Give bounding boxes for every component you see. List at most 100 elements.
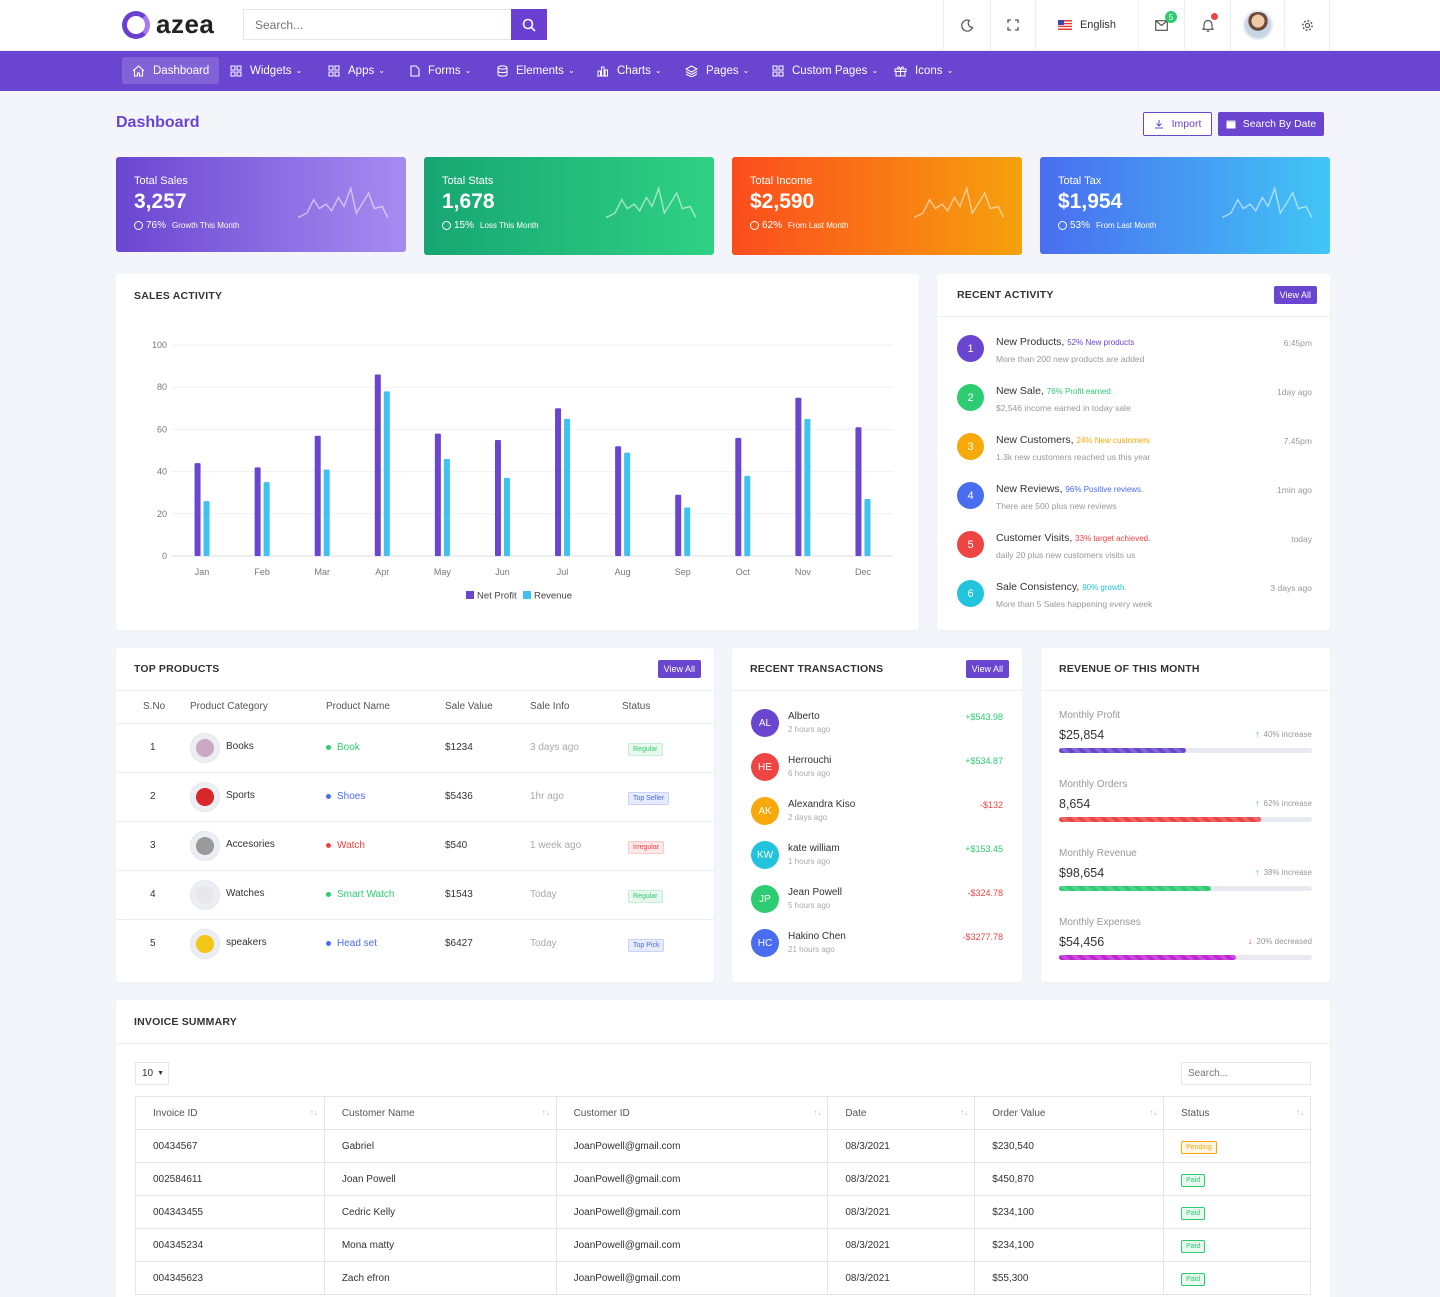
nav-icons[interactable]: Icons ⌄ [884,57,963,84]
sort-icon[interactable]: ↑↓ [1149,1108,1158,1117]
bar-revenue-apr[interactable] [383,391,390,556]
product-name[interactable]: Shoes [326,791,365,802]
search-input[interactable] [243,9,511,40]
transaction-name[interactable]: Hakino Chen [788,931,846,942]
transaction-name[interactable]: Alexandra Kiso [788,799,856,810]
stat-subtext: 76% Growth This Month [134,220,388,231]
stat-note: Growth This Month [172,221,240,230]
bar-net-profit-may[interactable] [434,433,441,556]
transaction-time: 21 hours ago [788,945,835,954]
view-all-button[interactable]: View All [657,660,701,678]
fullscreen-button[interactable] [990,0,1035,50]
bar-net-profit-jun[interactable] [494,439,501,556]
sort-icon[interactable]: ↑↓ [813,1108,822,1117]
product-name[interactable]: Smart Watch [326,889,394,900]
activity-title[interactable]: New Reviews, 96% Positive reviews. [996,483,1143,495]
notifications-button[interactable] [1184,0,1230,50]
transaction-name[interactable]: kate william [788,843,840,854]
activity-title[interactable]: New Customers, 24% New customers [996,434,1150,446]
sales-chart: 0 20 40 60 80 100 Jan Feb Mar Apr May Jun Jul Aug Sep O… [152,340,893,602]
activity-number-badge: 6 [957,580,984,607]
stat-card: Total Sales 3,257 76% Growth This Month [116,157,406,252]
bar-revenue-jun[interactable] [503,477,510,556]
settings-button[interactable] [1284,0,1330,50]
bar-net-profit-sep[interactable] [675,494,682,556]
bar-net-profit-jan[interactable] [194,463,201,556]
view-all-button[interactable]: View All [965,660,1009,678]
transaction-name[interactable]: Herrouchi [788,755,832,766]
nav-dashboard[interactable]: Dashboard [122,57,220,84]
invoice-column-header[interactable]: Date ↑↓ [827,1096,976,1130]
language-selector[interactable]: English [1035,0,1138,50]
bar-revenue-sep[interactable] [684,507,691,556]
invoice-column-header[interactable]: Invoice ID ↑↓ [135,1096,325,1130]
profile-menu[interactable] [1230,0,1284,50]
product-name[interactable]: Watch [326,840,365,851]
bar-net-profit-aug[interactable] [615,446,622,556]
activity-title[interactable]: New Sale, 76% Profit earned. [996,385,1113,397]
bar-revenue-aug[interactable] [624,452,631,556]
sort-icon[interactable]: ↑↓ [960,1108,969,1117]
nav-widgets[interactable]: Widgets ⌄ [220,57,312,84]
activity-title[interactable]: New Products, 52% New products [996,336,1134,348]
column-header-label: Customer Name [341,1107,415,1119]
dark-mode-toggle[interactable] [943,0,990,50]
bar-revenue-oct[interactable] [744,475,751,556]
bar-revenue-jul[interactable] [564,418,571,556]
bar-net-profit-apr[interactable] [374,374,381,556]
bar-net-profit-nov[interactable] [795,397,802,556]
bar-revenue-feb[interactable] [263,482,270,556]
nav-pages[interactable]: Pages ⌄ [675,57,759,84]
column-header[interactable]: S.No [143,701,166,712]
logo[interactable]: azea [122,9,214,40]
invoice-column-header[interactable]: Customer Name ↑↓ [323,1096,557,1130]
nav-apps[interactable]: Apps ⌄ [318,57,395,84]
bar-revenue-dec[interactable] [864,499,871,556]
import-button[interactable]: Import [1143,112,1212,136]
legend-label[interactable]: Net Profit [477,591,517,602]
search-by-date-button[interactable]: Search By Date [1218,112,1324,136]
column-header[interactable]: Product Name [326,701,390,712]
messages-button[interactable]: 5 [1138,0,1184,50]
nav-elements[interactable]: Elements ⌄ [487,57,585,84]
view-all-button[interactable]: View All [1273,286,1317,304]
recent-activity-card: RECENT ACTIVITY View All 1 New Products, … [937,274,1330,630]
nav-charts[interactable]: Charts ⌄ [586,57,672,84]
revenue-card: REVENUE OF THIS MONTH Monthly Profit $25,… [1041,648,1330,982]
product-name[interactable]: Book [326,742,360,753]
bar-net-profit-oct[interactable] [735,437,742,556]
sort-icon[interactable]: ↑↓ [1296,1108,1304,1117]
page-size-select[interactable]: 10 ▼ [135,1062,169,1085]
bar-net-profit-jul[interactable] [555,408,562,556]
bar-revenue-jan[interactable] [203,501,210,556]
activity-title-text: New Reviews, [996,483,1063,495]
bar-net-profit-dec[interactable] [855,427,862,556]
column-header[interactable]: Status [622,701,651,712]
sort-icon[interactable]: ↑↓ [309,1108,318,1117]
product-name[interactable]: Head set [326,938,377,949]
invoice-column-header[interactable]: Order Value ↑↓ [974,1096,1165,1130]
bar-revenue-may[interactable] [443,458,450,556]
bar-revenue-mar[interactable] [323,469,330,556]
transaction-name[interactable]: Jean Powell [788,887,842,898]
sort-icon[interactable]: ↑↓ [541,1108,550,1117]
legend-label[interactable]: Revenue [534,591,572,602]
column-header[interactable]: Product Category [190,701,268,712]
bar-net-profit-mar[interactable] [314,435,321,556]
bar-net-profit-feb[interactable] [254,467,261,556]
bell-icon [1201,19,1214,32]
nav-forms[interactable]: Forms ⌄ [400,57,481,84]
invoice-column-header[interactable]: Status ↑↓ [1163,1096,1311,1130]
invoice-search-input[interactable] [1181,1062,1311,1085]
column-header[interactable]: Sale Value [445,701,493,712]
activity-title[interactable]: Sale Consistency, 90% growth. [996,581,1127,593]
search-button[interactable] [511,9,547,40]
bar-revenue-nov[interactable] [804,418,811,556]
arrow-up-icon: ↑ [1255,798,1260,808]
nav-custom-pages[interactable]: Custom Pages ⌄ [762,57,888,84]
transaction-name[interactable]: Alberto [788,711,820,722]
activity-title[interactable]: Customer Visits, 33% target achieved. [996,532,1150,544]
column-header[interactable]: Sale Info [530,701,570,712]
nav-label: Apps [348,64,375,77]
invoice-column-header[interactable]: Customer ID ↑↓ [555,1096,829,1130]
